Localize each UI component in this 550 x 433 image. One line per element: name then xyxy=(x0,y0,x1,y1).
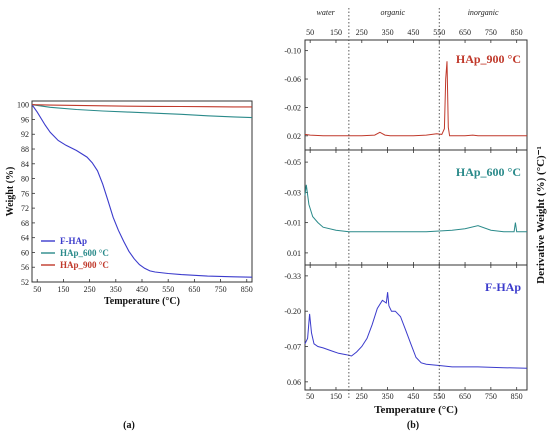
region-label: organic xyxy=(380,8,405,17)
top-x-tick-label-b: 250 xyxy=(356,28,368,37)
series-line-F-HAp xyxy=(31,104,253,278)
series-line-F-HAp xyxy=(304,292,528,369)
top-x-tick-label-b: 50 xyxy=(306,28,314,37)
y-tick-label-a: 84 xyxy=(21,160,29,169)
legend-label: HAp_900 °C xyxy=(60,260,109,270)
series-line-HAp_600 °C xyxy=(304,184,527,233)
region-label: water xyxy=(317,8,336,17)
y-tick-label-a: 52 xyxy=(21,278,29,287)
series-line-HAp_600 °C xyxy=(31,104,253,119)
y-tick-label-a: 80 xyxy=(21,175,29,184)
y-axis-label-a: Weight (%) xyxy=(5,167,16,217)
x-tick-label-a: 150 xyxy=(57,285,69,294)
x-axis-label-a: Temperature (°C) xyxy=(104,296,180,307)
panel-label-b: (b) xyxy=(407,420,419,431)
x-tick-label-a: 50 xyxy=(33,285,41,294)
y-tick-label-b: -0.10 xyxy=(284,47,301,56)
y-tick-label-b: 0.02 xyxy=(287,132,301,141)
y-tick-label-a: 96 xyxy=(21,115,29,124)
series-line-HAp_900 °C xyxy=(31,104,252,108)
legend-label: HAp_600 °C xyxy=(60,248,109,258)
x-tick-label-b: 150 xyxy=(330,392,342,401)
x-tick-label-b: 350 xyxy=(382,392,394,401)
x-tick-label-b: 50 xyxy=(306,392,314,401)
top-x-tick-label-b: 750 xyxy=(485,28,497,37)
x-tick-label-b: 750 xyxy=(485,392,497,401)
series-line-HAp_900 °C xyxy=(304,61,527,137)
top-x-tick-label-b: 450 xyxy=(407,28,419,37)
y-tick-label-b: -0.07 xyxy=(284,343,301,352)
y-tick-label-a: 64 xyxy=(21,234,29,243)
legend-label: F-HAp xyxy=(60,236,87,246)
x-tick-label-a: 650 xyxy=(188,285,200,294)
x-tick-label-a: 850 xyxy=(241,285,253,294)
y-tick-label-b: -0.20 xyxy=(284,307,301,316)
y-tick-label-a: 88 xyxy=(21,145,29,154)
x-tick-label-a: 450 xyxy=(136,285,148,294)
y-tick-label-a: 60 xyxy=(21,248,29,257)
x-tick-label-b: 850 xyxy=(511,392,523,401)
y-tick-label-b: -0.06 xyxy=(284,75,301,84)
y-tick-label-a: 72 xyxy=(21,204,29,213)
top-x-tick-label-b: 850 xyxy=(511,28,523,37)
x-tick-label-a: 350 xyxy=(110,285,122,294)
x-tick-label-b: 250 xyxy=(356,392,368,401)
x-tick-label-a: 750 xyxy=(215,285,227,294)
y-tick-label-a: 56 xyxy=(21,263,29,272)
region-label: inorganic xyxy=(468,8,499,17)
y-tick-label-b: -0.01 xyxy=(284,219,301,228)
x-tick-label-b: 550 xyxy=(433,392,445,401)
subplot-label: F-HAp xyxy=(485,280,521,294)
y-axis-label-b: Derivative Weight (%) (°C)⁻¹ xyxy=(535,146,547,284)
top-x-tick-label-b: 350 xyxy=(382,28,394,37)
y-tick-label-a: 100 xyxy=(17,101,29,110)
y-tick-label-b: -0.05 xyxy=(284,158,301,167)
x-tick-label-b: 650 xyxy=(459,392,471,401)
y-tick-label-b: -0.33 xyxy=(284,272,301,281)
top-x-tick-label-b: 150 xyxy=(330,28,342,37)
x-axis-label-b: Temperature (°C) xyxy=(374,404,458,416)
top-x-tick-label-b: 650 xyxy=(459,28,471,37)
y-tick-label-b: 0.01 xyxy=(287,249,301,258)
y-tick-label-a: 92 xyxy=(21,130,29,139)
x-tick-label-b: 450 xyxy=(407,392,419,401)
y-tick-label-b: 0.06 xyxy=(287,378,301,387)
y-tick-label-b: -0.03 xyxy=(284,188,301,197)
x-tick-label-a: 250 xyxy=(84,285,96,294)
subplot-label: HAp_600 °C xyxy=(456,165,521,179)
y-tick-label-a: 68 xyxy=(21,219,29,228)
subplot-label: HAp_900 °C xyxy=(456,52,521,66)
panel-label-a: (a) xyxy=(123,420,135,431)
y-tick-label-b: -0.02 xyxy=(284,103,301,112)
y-tick-label-a: 76 xyxy=(21,189,29,198)
x-tick-label-a: 550 xyxy=(162,285,174,294)
subplot-frame-b xyxy=(304,264,528,391)
